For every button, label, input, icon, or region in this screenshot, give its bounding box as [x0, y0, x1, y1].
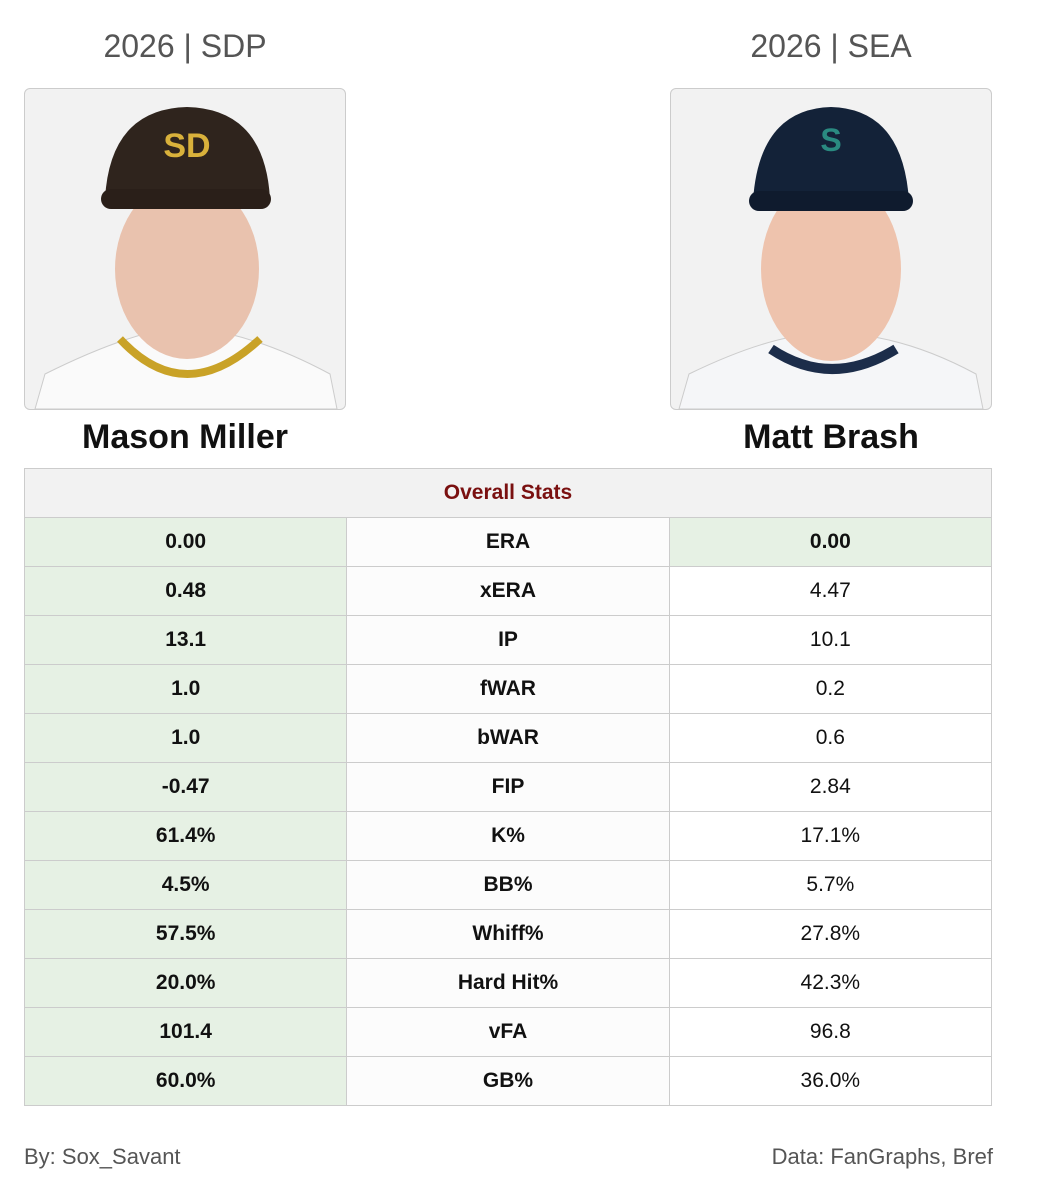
stat-value: 57.5%	[23, 909, 348, 959]
stat-value: 4.47	[668, 566, 993, 616]
stat-value: 17.1%	[668, 811, 993, 861]
stat-value: 20.0%	[23, 958, 348, 1008]
stat-value: 0.2	[668, 664, 993, 714]
stat-value: 0.00	[668, 517, 993, 567]
stat-name: FIP	[346, 762, 670, 812]
stat-name: GB%	[346, 1056, 670, 1106]
stat-value: 0.00	[23, 517, 348, 567]
stat-name: K%	[346, 811, 670, 861]
player-photo: SD	[24, 88, 346, 410]
stat-name: Whiff%	[346, 909, 670, 959]
stat-row: 1.0 bWAR 0.6	[23, 713, 993, 763]
player-photo: S	[670, 88, 992, 410]
stat-name: Hard Hit%	[346, 958, 670, 1008]
table-body: Overall Stats 0.00 ERA 0.00 0.48 xERA 4.47 13.…	[23, 468, 993, 1106]
stat-value: 10.1	[668, 615, 993, 665]
svg-text:S: S	[820, 122, 841, 158]
stat-value: 42.3%	[668, 958, 993, 1008]
source: Data: FanGraphs, Bref	[771, 1144, 993, 1169]
stat-row: 60.0% GB% 36.0%	[23, 1056, 993, 1106]
stat-row: 13.1 IP 10.1	[23, 615, 993, 665]
stat-value: 1.0	[23, 664, 348, 714]
stat-row: 20.0% Hard Hit% 42.3%	[23, 958, 993, 1008]
stat-value: 36.0%	[668, 1056, 993, 1106]
stat-row: -0.47 FIP 2.84	[23, 762, 993, 812]
stat-name: IP	[346, 615, 670, 665]
team-header: 2026 | SDP	[103, 28, 267, 64]
stat-value: -0.47	[23, 762, 348, 812]
headshot: SD	[34, 107, 338, 409]
stat-row: 1.0 fWAR 0.2	[23, 664, 993, 714]
stat-name: ERA	[346, 517, 670, 567]
credit: By: Sox_Savant	[24, 1144, 181, 1169]
stat-row: 57.5% Whiff% 27.8%	[23, 909, 993, 959]
title-row: Overall Stats	[24, 468, 992, 518]
stats-table: Overall Stats 0.00 ERA 0.00 0.48 xERA 4.47 13.…	[23, 468, 993, 1106]
stat-name: bWAR	[346, 713, 670, 763]
stat-row: 4.5% BB% 5.7%	[23, 860, 993, 910]
stat-row: 101.4 vFA 96.8	[23, 1007, 993, 1057]
stat-row: 0.00 ERA 0.00	[23, 517, 993, 567]
stat-name: vFA	[346, 1007, 670, 1057]
stat-name: xERA	[346, 566, 670, 616]
table-title: Overall Stats	[24, 468, 992, 518]
headshot: S	[678, 107, 984, 409]
stat-value: 61.4%	[23, 811, 348, 861]
svg-text:SD: SD	[163, 127, 210, 165]
stat-value: 0.48	[23, 566, 348, 616]
stat-value: 13.1	[23, 615, 348, 665]
stat-value: 0.6	[668, 713, 993, 763]
player-name: Mason Miller	[82, 418, 288, 456]
team-header: 2026 | SEA	[750, 28, 912, 64]
stat-row: 0.48 xERA 4.47	[23, 566, 993, 616]
stat-value: 101.4	[23, 1007, 348, 1057]
stat-value: 5.7%	[668, 860, 993, 910]
stat-row: 61.4% K% 17.1%	[23, 811, 993, 861]
stat-value: 27.8%	[668, 909, 993, 959]
stat-value: 1.0	[23, 713, 348, 763]
player-name: Matt Brash	[743, 418, 919, 456]
stat-value: 2.84	[668, 762, 993, 812]
stat-value: 96.8	[668, 1007, 993, 1057]
stat-name: BB%	[346, 860, 670, 910]
stat-value: 60.0%	[23, 1056, 348, 1106]
stat-value: 4.5%	[23, 860, 348, 910]
stat-name: fWAR	[346, 664, 670, 714]
